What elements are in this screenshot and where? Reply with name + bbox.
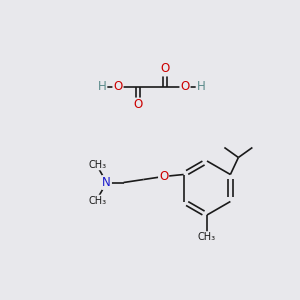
Text: H: H [98,80,106,94]
Text: O: O [113,80,123,94]
Text: H: H [196,80,206,94]
Text: O: O [180,80,190,94]
Text: O: O [160,62,169,76]
Text: CH₃: CH₃ [88,160,107,170]
Text: CH₃: CH₃ [198,232,216,242]
Text: O: O [134,98,142,112]
Text: CH₃: CH₃ [88,196,107,206]
Text: N: N [102,176,111,189]
Text: O: O [159,170,168,183]
